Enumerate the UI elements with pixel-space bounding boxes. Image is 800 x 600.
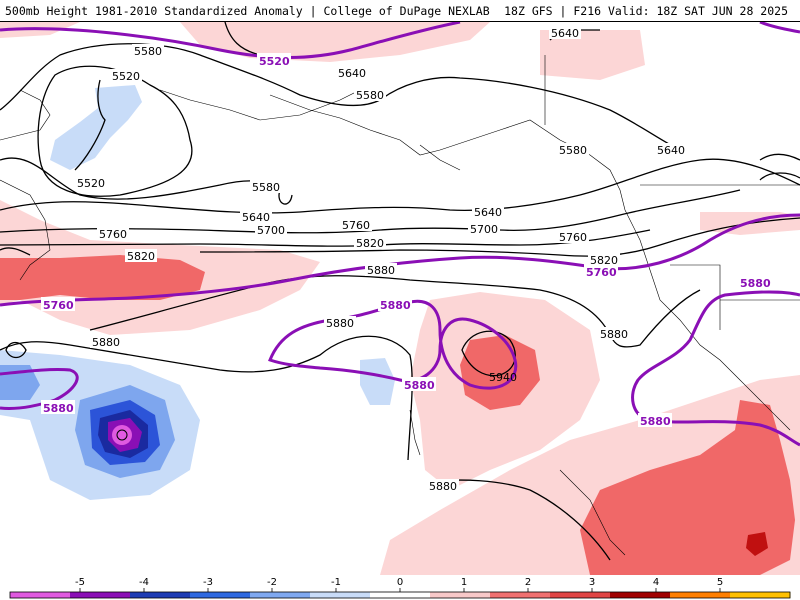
contour-label: 5820 <box>127 250 155 263</box>
colorbar-segment <box>190 592 251 598</box>
contour-label: 5580 <box>356 89 384 102</box>
highlight-contour-label: 5760 <box>43 299 74 312</box>
contour-label: 5760 <box>342 219 370 232</box>
contour-label: 5940 <box>489 371 517 384</box>
colorbar-ticks: -5 -4 -3 -2 -1 0 1 2 3 4 5 <box>75 577 723 592</box>
contour-label: 5820 <box>590 254 618 267</box>
colorbar-bar <box>9 591 791 599</box>
colorbar-tick-label: -4 <box>139 577 149 588</box>
colorbar-segment <box>370 592 431 598</box>
positive-anomaly-area <box>580 400 795 575</box>
colorbar-tick-label: 0 <box>397 577 403 588</box>
contour-label: 5580 <box>559 144 587 157</box>
contour-label: 5880 <box>600 328 628 341</box>
positive-anomaly-area <box>540 30 645 80</box>
contour-label: 5520 <box>112 70 140 83</box>
negative-anomaly-area <box>50 85 142 170</box>
anomaly-shading <box>0 22 800 575</box>
colorbar-tick-label: 2 <box>525 577 531 588</box>
colorbar-segment <box>490 592 551 598</box>
colorbar-segment <box>610 592 671 598</box>
map-title: 500mb Height 1981-2010 Standardized Anom… <box>5 4 490 18</box>
contour-label: 5640 <box>338 67 366 80</box>
contour-label: 5580 <box>134 45 162 58</box>
contour-label: 5820 <box>356 237 384 250</box>
contour-labels: 5580 5520 5520 5640 5580 5640 5580 5640 … <box>75 26 687 493</box>
colorbar-tick-label: -2 <box>267 577 277 588</box>
positive-anomaly-area <box>746 532 768 556</box>
contour-label: 5760 <box>99 228 127 241</box>
colorbar-segment <box>310 592 371 598</box>
colorbar-segment <box>250 592 311 598</box>
contour-label: 5640 <box>657 144 685 157</box>
colorbar-segment <box>130 592 191 598</box>
contour-label: 5640 <box>474 206 502 219</box>
colorbar: -5 -4 -3 -2 -1 0 1 2 3 4 5 <box>0 575 800 600</box>
colorbar-segment <box>670 592 731 598</box>
colorbar-tick-label: 5 <box>717 577 723 588</box>
positive-anomaly-area <box>460 335 540 410</box>
colorbar-tick-label: -5 <box>75 577 85 588</box>
highlight-contour-label: 5760 <box>586 266 617 279</box>
contour-label: 5640 <box>551 27 579 40</box>
highlight-contour-label: 5880 <box>43 402 74 415</box>
highlight-contour-label: 5880 <box>740 277 771 290</box>
contour-label: 5580 <box>252 181 280 194</box>
highlight-contour-label: 5520 <box>259 55 290 68</box>
colorbar-outline <box>9 591 791 599</box>
contour-label: 5880 <box>326 317 354 330</box>
highlight-contour-label: 5880 <box>404 379 435 392</box>
contour-label: 5700 <box>257 224 285 237</box>
contour-label: 5700 <box>470 223 498 236</box>
anomaly-map: 5580 5520 5520 5640 5580 5640 5580 5640 … <box>0 22 800 575</box>
height-contours <box>0 22 800 561</box>
colorbar-tick-label: -3 <box>203 577 213 588</box>
colorbar-tick-label: 1 <box>461 577 467 588</box>
colorbar-segment <box>550 592 611 598</box>
low-center <box>116 429 128 441</box>
colorbar-tick-label: -1 <box>331 577 341 588</box>
model-run-label: 18Z GFS | F216 Valid: 18Z SAT JUN 28 202… <box>504 4 788 18</box>
highlight-contour-label: 5880 <box>380 299 411 312</box>
contour-label: 5520 <box>77 177 105 190</box>
colorbar-segment <box>730 592 791 598</box>
contour-label: 5640 <box>242 211 270 224</box>
colorbar-tick-label: 3 <box>589 577 595 588</box>
highlight-contour-labels: 5520 5760 5760 5880 5880 5880 5880 5880 <box>41 53 772 428</box>
contour-label: 5760 <box>559 231 587 244</box>
contour-label: 5880 <box>92 336 120 349</box>
colorbar-segment <box>430 592 491 598</box>
positive-anomaly-area <box>0 255 205 300</box>
contour-label: 5880 <box>367 264 395 277</box>
highlight-contour-label: 5880 <box>640 415 671 428</box>
map-header: 500mb Height 1981-2010 Standardized Anom… <box>0 0 800 22</box>
colorbar-segment <box>10 592 71 598</box>
negative-anomaly-area <box>360 358 395 405</box>
contour-label: 5880 <box>429 480 457 493</box>
colorbar-segment <box>70 592 131 598</box>
negative-anomaly-area <box>112 425 132 445</box>
colorbar-tick-label: 4 <box>653 577 659 588</box>
